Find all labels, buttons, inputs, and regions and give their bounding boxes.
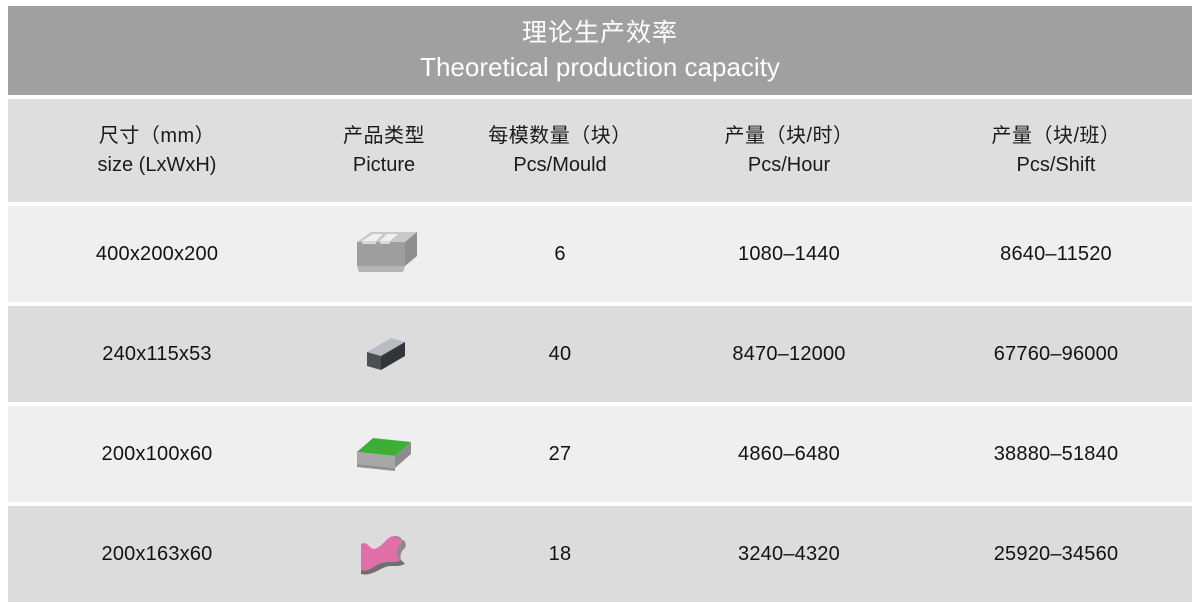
mould-value: 27: [548, 443, 572, 465]
size-value: 200x100x60: [101, 443, 213, 465]
cell-size: 400x200x200: [8, 241, 306, 267]
mould-value: 40: [548, 343, 572, 365]
column-header-picture-cn: 产品类型: [343, 125, 425, 147]
cell-size: 200x100x60: [8, 441, 306, 467]
column-header-mould: 每模数量（块） Pcs/Mould: [462, 122, 658, 179]
column-header-picture-en: Picture: [352, 154, 416, 176]
cell-mould: 18: [462, 541, 658, 567]
cell-mould: 40: [462, 341, 658, 367]
cell-shift: 38880–51840: [920, 441, 1192, 467]
cell-hour: 8470–12000: [658, 341, 920, 367]
cell-size: 200x163x60: [8, 541, 306, 567]
cell-mould: 27: [462, 441, 658, 467]
column-header-size: 尺寸（mm） size (LxWxH): [8, 122, 306, 179]
column-header-picture: 产品类型 Picture: [306, 122, 462, 179]
hollow-block-icon: [342, 223, 426, 285]
cell-picture: [306, 223, 462, 285]
table-row: 240x115x53 40 8470–12000 67760–96000: [8, 306, 1192, 402]
cell-mould: 6: [462, 241, 658, 267]
cell-picture: [306, 423, 462, 485]
cell-shift: 8640–11520: [920, 241, 1192, 267]
pink-interlock-paver-icon: [342, 523, 426, 585]
cell-picture: [306, 523, 462, 585]
cell-hour: 1080–1440: [658, 241, 920, 267]
hour-value: 4860–6480: [738, 443, 840, 465]
column-header-shift-en: Pcs/Shift: [1016, 154, 1096, 176]
column-header-shift-cn: 产量（块/班）: [991, 125, 1121, 147]
column-header-hour-cn: 产量（块/时）: [724, 125, 854, 147]
column-header-mould-cn: 每模数量（块）: [488, 125, 632, 147]
cell-size: 240x115x53: [8, 341, 306, 367]
cell-hour: 3240–4320: [658, 541, 920, 567]
shift-value: 25920–34560: [993, 543, 1119, 565]
size-value: 400x200x200: [95, 243, 219, 265]
mould-value: 6: [554, 243, 566, 265]
mould-value: 18: [548, 543, 572, 565]
size-value: 200x163x60: [101, 543, 213, 565]
column-header-hour: 产量（块/时） Pcs/Hour: [658, 122, 920, 179]
column-header-size-cn: 尺寸（mm）: [98, 125, 216, 147]
hour-value: 8470–12000: [732, 343, 846, 365]
size-value: 240x115x53: [102, 343, 212, 365]
column-header-mould-en: Pcs/Mould: [513, 154, 607, 176]
capacity-table: 尺寸（mm） size (LxWxH) 产品类型 Picture 每模数量（块）…: [8, 99, 1192, 602]
hour-value: 3240–4320: [738, 543, 840, 565]
page-title-cn: 理论生产效率: [521, 19, 678, 47]
table-title-band: 理论生产效率 Theoretical production capacity: [8, 6, 1192, 95]
shift-value: 67760–96000: [993, 343, 1119, 365]
cell-shift: 67760–96000: [920, 341, 1192, 367]
cell-picture: [306, 323, 462, 385]
page-title-en: Theoretical production capacity: [420, 52, 780, 82]
column-header-shift: 产量（块/班） Pcs/Shift: [920, 122, 1192, 179]
cell-shift: 25920–34560: [920, 541, 1192, 567]
table-row: 200x100x60 27 4860–6480 3888: [8, 406, 1192, 502]
green-paver-icon: [342, 423, 426, 485]
shift-value: 38880–51840: [993, 443, 1119, 465]
cell-hour: 4860–6480: [658, 441, 920, 467]
column-header-hour-en: Pcs/Hour: [747, 154, 831, 176]
hour-value: 1080–1440: [738, 243, 840, 265]
table-row: 200x163x60 18 3240–4320 25920–34560: [8, 506, 1192, 602]
column-header-size-en: size (LxWxH): [97, 154, 217, 176]
shift-value: 8640–11520: [1000, 243, 1112, 265]
table-row: 400x200x200 6: [8, 206, 1192, 302]
table-header-row: 尺寸（mm） size (LxWxH) 产品类型 Picture 每模数量（块）…: [8, 99, 1192, 202]
solid-brick-icon: [342, 323, 426, 385]
